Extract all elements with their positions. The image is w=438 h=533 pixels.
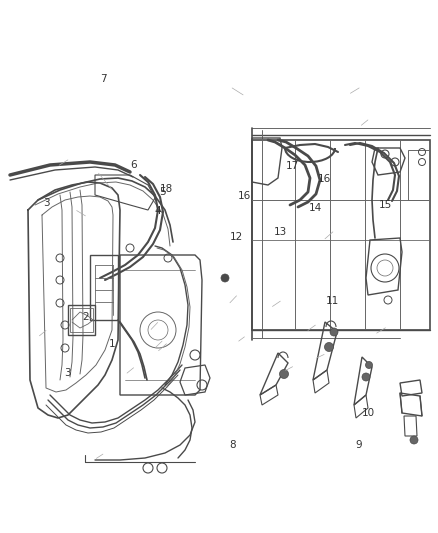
Text: 7: 7 <box>99 74 106 84</box>
Text: 13: 13 <box>274 227 287 237</box>
Circle shape <box>221 274 229 282</box>
Text: 15: 15 <box>379 200 392 210</box>
Text: 6: 6 <box>130 160 137 170</box>
Text: 4: 4 <box>154 206 161 215</box>
Text: 10: 10 <box>361 408 374 418</box>
Text: 9: 9 <box>356 440 363 450</box>
Text: 14: 14 <box>309 203 322 213</box>
Circle shape <box>362 373 370 381</box>
Text: 5: 5 <box>159 187 166 197</box>
Text: 1: 1 <box>108 339 115 349</box>
Circle shape <box>325 343 333 351</box>
Text: 12: 12 <box>230 232 243 242</box>
Text: 11: 11 <box>326 296 339 306</box>
Circle shape <box>330 328 338 336</box>
Text: 16: 16 <box>318 174 331 183</box>
Circle shape <box>410 436 418 444</box>
Text: 8: 8 <box>229 440 236 450</box>
Text: 18: 18 <box>160 184 173 194</box>
Circle shape <box>279 369 289 378</box>
Text: 17: 17 <box>286 161 299 171</box>
Text: 2: 2 <box>82 312 89 322</box>
Text: 3: 3 <box>64 368 71 378</box>
Circle shape <box>365 361 372 368</box>
Text: 16: 16 <box>238 191 251 201</box>
Text: 3: 3 <box>42 198 49 207</box>
